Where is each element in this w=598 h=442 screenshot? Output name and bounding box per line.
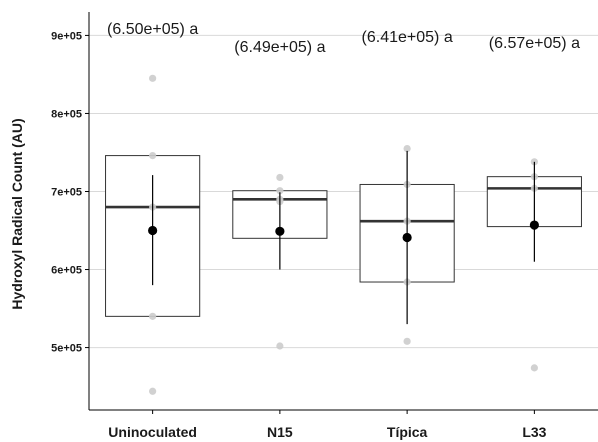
data-point [276,342,284,350]
y-tick-label: 5e+05 [51,343,82,355]
data-point [149,151,157,160]
data-point [403,337,411,345]
x-tick-labels: Uninoculated N15 Típica L33 [108,410,547,440]
group-t-pica [359,144,455,345]
y-axis-label: Hydroxyl Radical Count (AU) [9,118,25,309]
data-point [276,173,284,182]
x-tick-label: N15 [267,424,293,440]
group-annotation: (6.50e+05) a [107,21,198,38]
data-point [149,312,157,320]
axes [88,12,598,411]
mean-point [529,220,539,230]
data-point [149,387,157,395]
x-tick-label: L33 [522,424,546,440]
group-uninoculated [105,74,201,395]
group-n15 [232,173,328,350]
group-annotation: (6.41e+05) a [362,29,453,46]
y-tick-label: 9e+05 [51,30,82,42]
y-tick-label: 6e+05 [51,265,82,277]
y-tick-labels: 5e+05 6e+05 7e+05 8e+05 9e+05 [51,30,89,355]
y-tick-label: 7e+05 [51,186,82,198]
mean-point [148,225,158,236]
x-tick-label: Típica [387,424,428,440]
mean-point [275,226,285,236]
data-point [149,74,157,82]
x-tick-label: Uninoculated [108,424,197,440]
group-annotation: (6.49e+05) a [234,39,325,56]
data-point [276,187,284,195]
data-point [403,144,411,153]
mean-point [402,232,412,243]
group-l33 [486,158,582,372]
y-tick-label: 8e+05 [51,108,82,120]
data-point [530,364,538,372]
group-annotation: (6.57e+05) a [489,35,580,52]
boxes-layer [105,74,582,395]
annotations: (6.50e+05) a (6.49e+05) a (6.41e+05) a (6.5… [107,21,580,56]
